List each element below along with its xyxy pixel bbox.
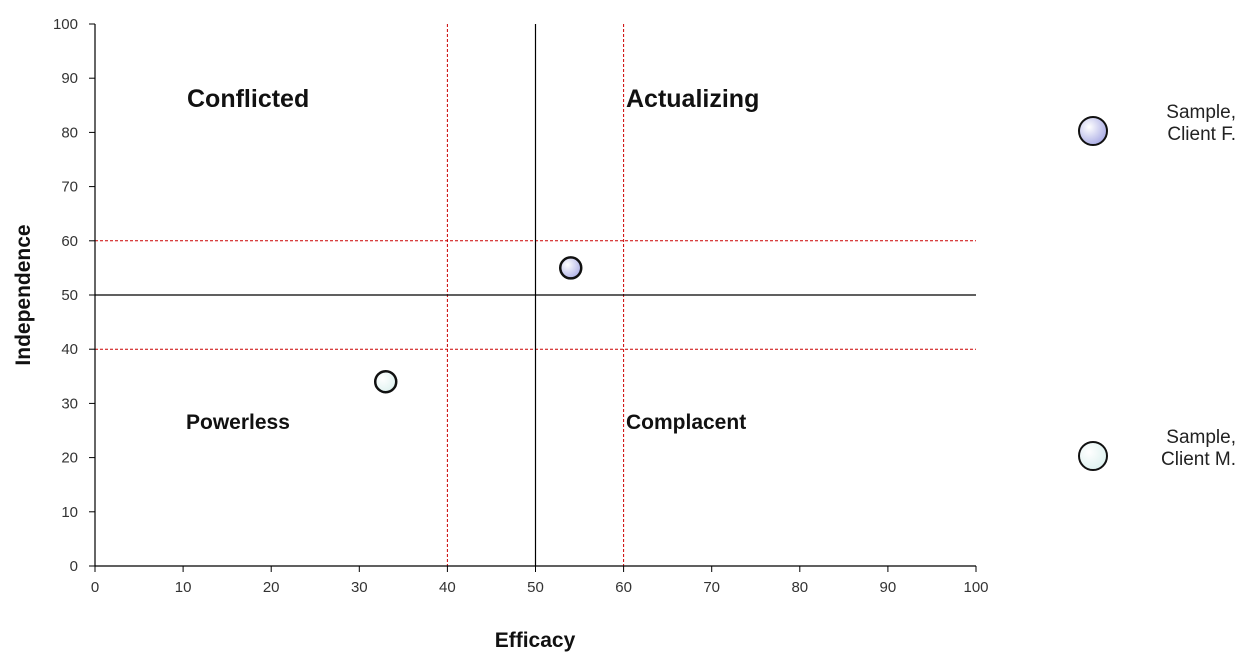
axes — [89, 23, 977, 572]
x-tick-label: 70 — [703, 579, 720, 596]
y-tick-label: 100 — [53, 16, 78, 33]
x-tick-label: 0 — [91, 579, 99, 596]
y-tick-label: 50 — [61, 287, 78, 304]
data-point-client-m — [373, 369, 398, 394]
y-tick-label: 0 — [70, 558, 78, 575]
reference-lines — [95, 24, 976, 566]
y-tick-label: 40 — [61, 341, 78, 358]
legend-item-client-m: Sample, Client M. — [1070, 427, 1238, 487]
x-tick-label: 30 — [351, 579, 368, 596]
quadrant-labels: Conflicted Actualizing Powerless Complac… — [186, 85, 759, 434]
quadrant-label-complacent: Complacent — [626, 411, 746, 434]
quadrant-label-powerless: Powerless — [186, 411, 290, 434]
legend-label-line: Client F. — [1167, 124, 1236, 145]
x-axis-title: Efficacy — [495, 629, 576, 652]
x-tick-label: 100 — [963, 579, 988, 596]
legend-label-line: Client M. — [1161, 449, 1236, 470]
y-tick-label: 90 — [61, 70, 78, 87]
y-tick-label: 60 — [61, 233, 78, 250]
y-tick-label: 70 — [61, 179, 78, 196]
quadrant-label-conflicted: Conflicted — [187, 85, 309, 113]
x-tick-label: 90 — [880, 579, 897, 596]
x-tick-label: 60 — [615, 579, 632, 596]
y-tick-label: 30 — [61, 395, 78, 412]
legend-marker-client-m — [1078, 441, 1108, 471]
legend-label-line: Sample, — [1166, 427, 1236, 448]
y-tick-label: 80 — [61, 124, 78, 141]
x-tick-label: 10 — [175, 579, 192, 596]
data-points — [373, 256, 583, 394]
x-tick-label: 80 — [791, 579, 808, 596]
y-axis-title: Independence — [12, 224, 35, 365]
x-tick-label: 50 — [527, 579, 544, 596]
legend-item-client-f: Sample, Client F. — [1070, 102, 1238, 162]
legend-marker-client-f — [1078, 116, 1108, 146]
y-tick-label: 10 — [61, 504, 78, 521]
legend-label-client-f: Sample, Client F. — [1124, 102, 1236, 146]
tick-labels: 0 10 20 30 40 50 60 70 80 90 100 0 10 20 30 40 50 60 70 80 9… — [53, 16, 989, 596]
quadrant-label-actualizing: Actualizing — [626, 85, 759, 113]
x-tick-label: 40 — [439, 579, 456, 596]
legend-label-line: Sample, — [1166, 102, 1236, 123]
y-tick-label: 20 — [61, 450, 78, 467]
x-tick-label: 20 — [263, 579, 280, 596]
data-point-client-f — [558, 256, 583, 280]
legend-label-client-m: Sample, Client M. — [1124, 427, 1236, 471]
